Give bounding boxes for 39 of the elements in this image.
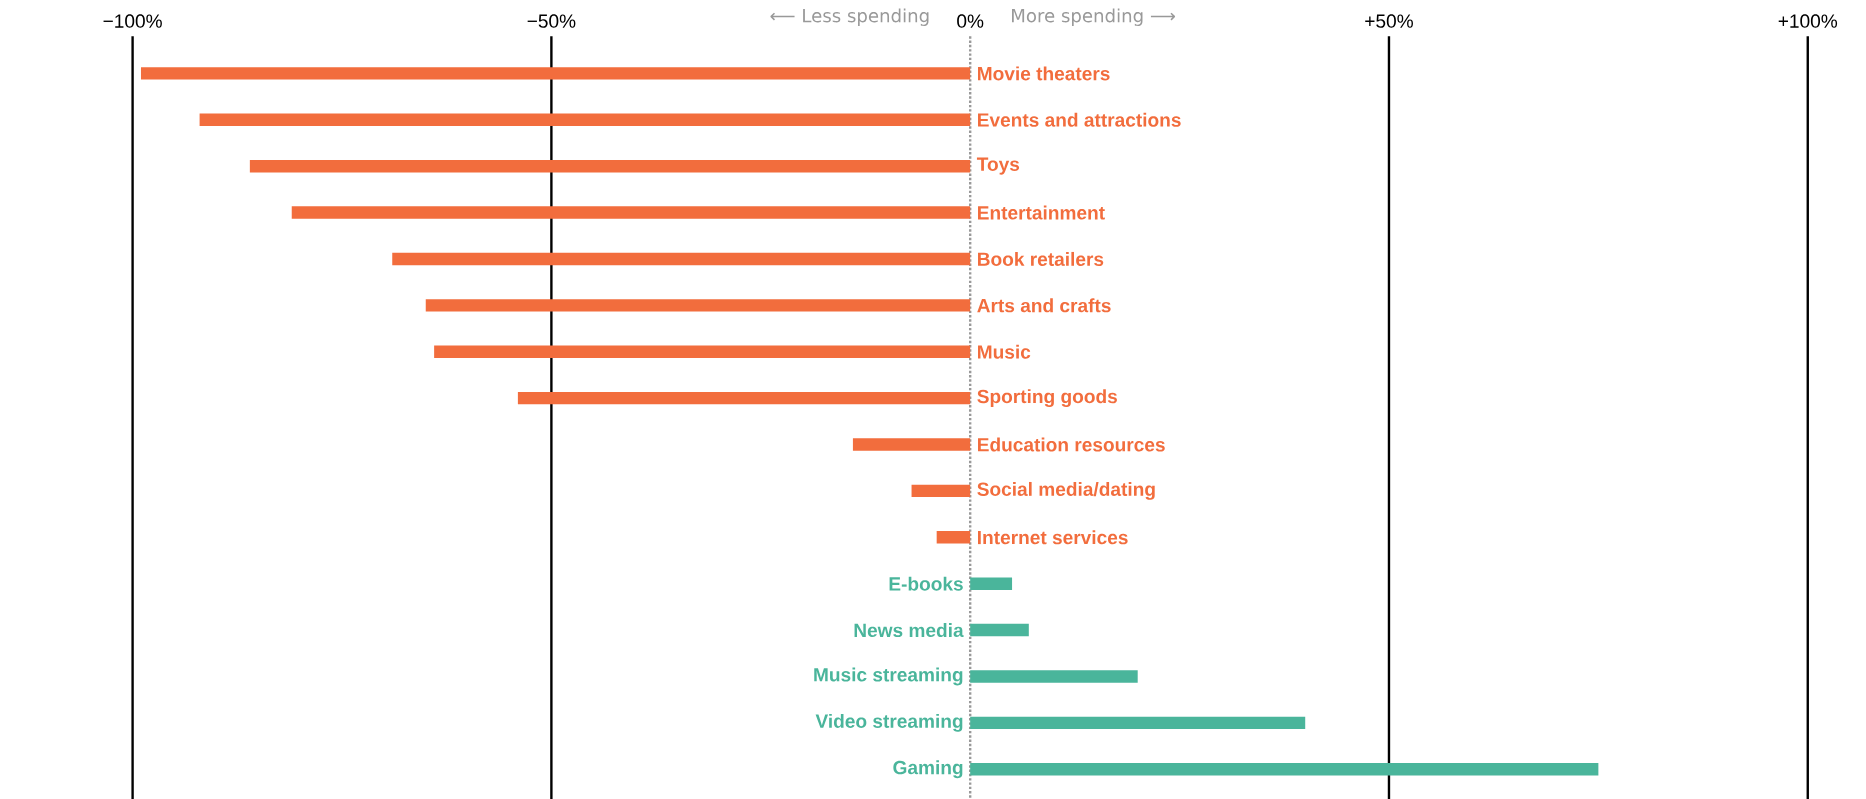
y-tick-label: Gaming [893,760,963,779]
bar [970,623,1029,637]
bar [970,577,1013,590]
bar [970,670,1138,683]
x-tick-label: 0% [957,14,984,28]
bar [970,716,1306,730]
y-tick-label: E-books [889,576,963,591]
x-tick-label: +50% [1365,14,1413,28]
bar [936,531,971,544]
x-tick-label: +100% [1778,14,1838,28]
bar [392,252,971,266]
y-tick-label: Book retailers [978,251,1104,266]
bar [970,763,1599,776]
y-tick-label: Video streaming [815,713,963,732]
text: More spending ⟶ [1012,8,1176,26]
y-tick-label: Social media/dating [977,481,1155,500]
text: ⟵ Less spending [770,8,929,26]
y-tick-label: News media [854,623,964,638]
y-tick-label: Movie theaters [978,66,1110,81]
y-tick-label: Events and attractions [978,112,1181,127]
bar [911,484,971,498]
bar [249,160,971,173]
bar [199,113,971,127]
x-tick-label: −100% [103,14,162,28]
y-tick-label: Sporting goods [977,389,1117,408]
y-tick-label: Music [978,344,1031,359]
y-tick-label: Education resources [978,437,1165,452]
bar [425,299,971,312]
bar [140,67,971,80]
bar [517,391,971,405]
y-tick-label: Internet services [978,530,1128,545]
y-tick-label: Music streaming [814,667,963,686]
x-tick-label: −50% [527,14,576,28]
y-tick-label: Arts and crafts [977,298,1111,313]
y-tick-label: Entertainment [978,205,1105,220]
bar [434,345,971,358]
bar [291,206,971,219]
bar [852,438,971,451]
y-tick-label: Toys [976,157,1020,175]
